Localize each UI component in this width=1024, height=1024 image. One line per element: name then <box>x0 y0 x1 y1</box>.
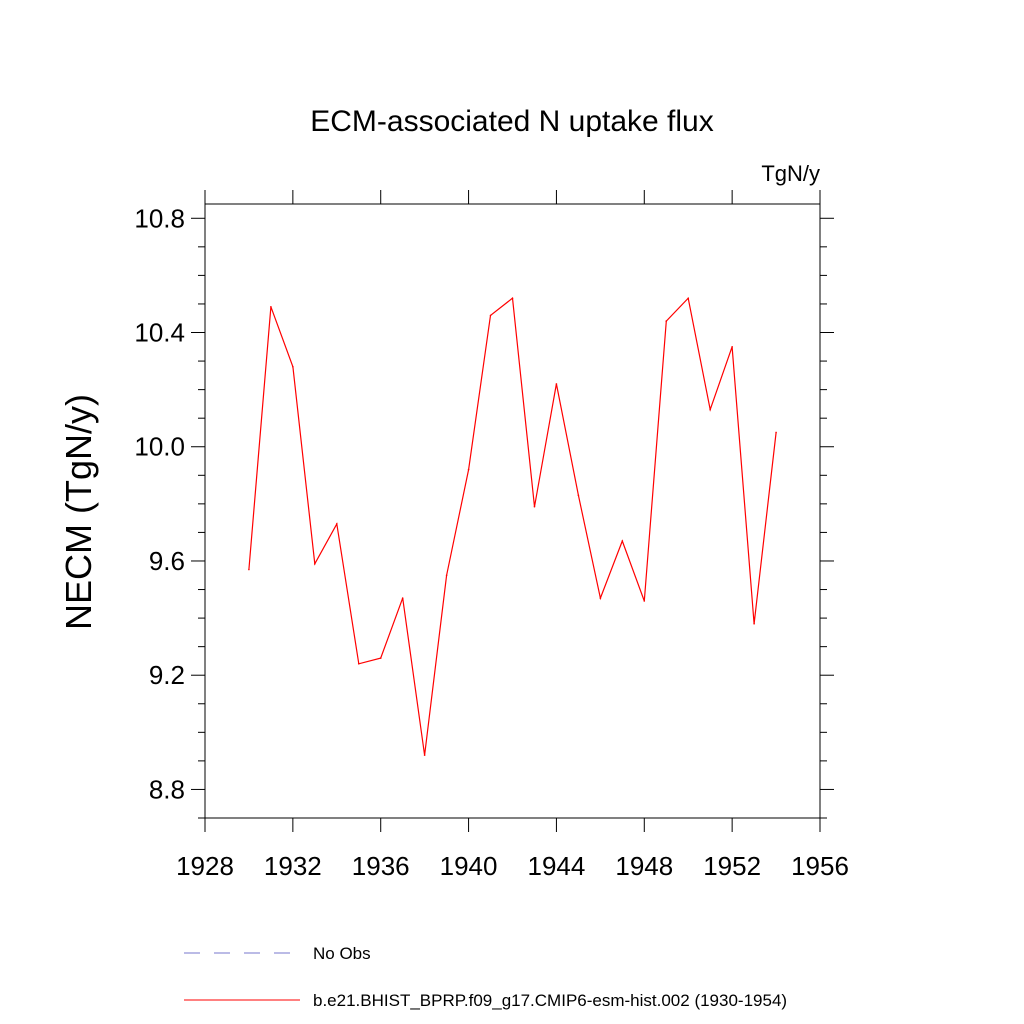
data-point <box>445 574 448 577</box>
y-tick-label: 10.0 <box>134 432 185 462</box>
data-point <box>335 523 338 525</box>
chart-title: ECM-associated N uptake flux <box>310 105 714 138</box>
units-label: TgN/y <box>761 161 820 186</box>
data-point <box>533 505 536 508</box>
data-point <box>248 568 250 571</box>
data-point <box>775 431 777 434</box>
legend: No Obs b.e21.BHIST_BPRP.f09_g17.CMIP6-esm… <box>184 944 787 1010</box>
data-point <box>665 320 668 322</box>
y-tick-label: 9.6 <box>149 546 185 576</box>
data-point <box>753 623 755 625</box>
y-tick-label: 10.8 <box>134 203 185 233</box>
y-axis: 8.8 9.2 9.6 10.0 10.4 10.8 <box>134 203 834 819</box>
x-tick-label: 1936 <box>352 851 410 881</box>
x-axis: 1928 1932 1936 1940 1944 1948 1952 1956 <box>176 190 849 881</box>
data-point <box>467 468 470 471</box>
x-tick-label: 1944 <box>528 851 586 881</box>
data-point <box>577 494 580 497</box>
data-point <box>401 597 404 599</box>
data-point <box>599 597 602 599</box>
data-point <box>731 345 733 348</box>
data-point <box>621 540 624 542</box>
y-tick-label: 10.4 <box>134 318 185 348</box>
series-line <box>248 296 777 756</box>
data-point <box>357 662 360 665</box>
x-tick-label: 1928 <box>176 851 234 881</box>
data-point <box>270 306 272 308</box>
data-point <box>489 314 492 317</box>
x-tick-label: 1932 <box>264 851 322 881</box>
data-point <box>292 365 294 368</box>
y-tick-label: 8.8 <box>149 774 185 804</box>
x-tick-label: 1956 <box>791 851 849 881</box>
data-point <box>511 297 514 300</box>
data-point <box>643 600 646 602</box>
x-tick-label: 1940 <box>440 851 498 881</box>
legend-label: No Obs <box>313 944 371 963</box>
series-layer <box>248 296 777 756</box>
data-point <box>555 383 558 385</box>
legend-label: b.e21.BHIST_BPRP.f09_g17.CMIP6-esm-hist.… <box>313 991 787 1010</box>
data-point <box>423 754 426 756</box>
plot-frame <box>204 203 821 819</box>
x-tick-label: 1948 <box>615 851 673 881</box>
data-point <box>379 657 382 659</box>
data-point <box>314 563 316 565</box>
data-point <box>709 408 711 411</box>
y-axis-label: NECM (TgN/y) <box>58 394 99 630</box>
data-point <box>687 297 690 300</box>
y-tick-label: 9.2 <box>149 660 185 690</box>
x-tick-label: 1952 <box>703 851 761 881</box>
